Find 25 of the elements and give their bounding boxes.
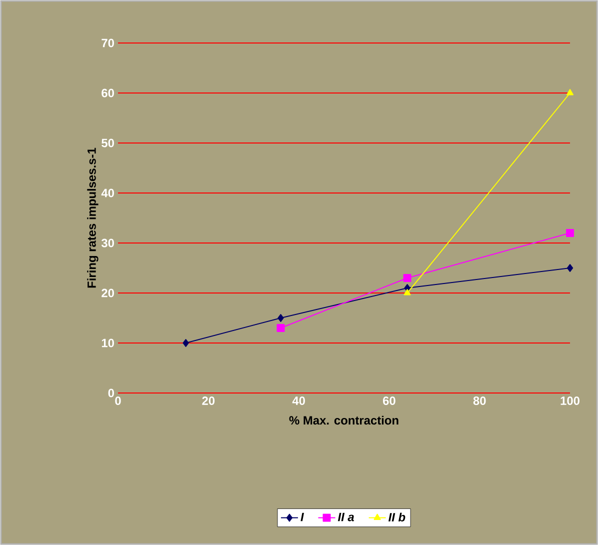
x-axis-title: % Max. contraction — [289, 416, 398, 425]
y-tick-label: 40 — [101, 188, 114, 198]
y-tick-label: 60 — [102, 88, 114, 98]
legend-label: I — [300, 512, 304, 522]
x-tick-label: 80 — [473, 396, 486, 405]
point — [566, 229, 574, 237]
x-tick-label: 100 — [560, 396, 580, 405]
y-tick-label: 0 — [108, 388, 114, 398]
point — [182, 339, 189, 347]
y-tick-label: 20 — [102, 288, 114, 298]
x-tick-label: 20 — [202, 396, 215, 405]
legend-label: II a — [338, 512, 354, 522]
y-tick-label: 10 — [102, 338, 114, 348]
point — [278, 314, 284, 322]
y-axis-title: Firing rates impulses.s-1 — [87, 148, 98, 288]
x-tick-label: 0 — [115, 396, 121, 405]
x-tick-label: 40 — [292, 396, 305, 405]
point — [566, 264, 574, 272]
point — [403, 274, 412, 282]
y-tick-label: 70 — [102, 38, 114, 48]
legend-label: II b — [388, 512, 406, 522]
y-tick-label: 30 — [101, 238, 114, 248]
point — [276, 324, 285, 332]
y-tick-label: 50 — [102, 138, 114, 148]
x-tick-label: 60 — [382, 396, 396, 405]
